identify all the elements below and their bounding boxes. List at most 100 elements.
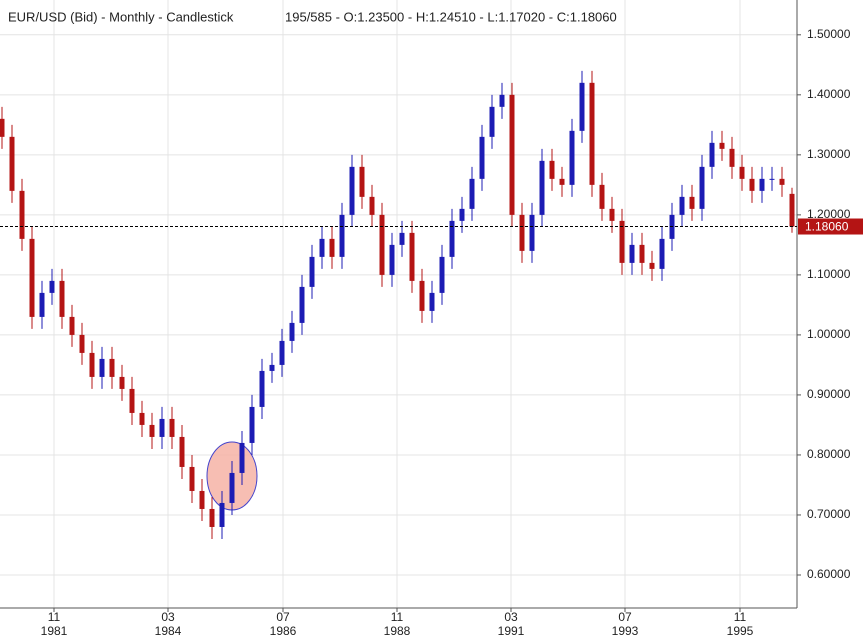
candle-body bbox=[339, 214, 345, 257]
x-tick-label: 11 bbox=[734, 610, 747, 624]
x-tick-label: 07 bbox=[618, 610, 632, 624]
candle-body bbox=[549, 160, 555, 179]
candle-body bbox=[169, 418, 175, 437]
candle-body bbox=[309, 256, 315, 287]
candle-body bbox=[29, 238, 35, 317]
candle-body bbox=[579, 82, 585, 131]
candle-body bbox=[359, 166, 365, 197]
candle-body bbox=[159, 418, 165, 437]
candle-body bbox=[99, 358, 105, 377]
candle-body bbox=[749, 178, 755, 191]
candle-body bbox=[0, 118, 5, 137]
candle-body bbox=[249, 406, 255, 443]
candle-body bbox=[659, 238, 665, 269]
candle-body bbox=[369, 196, 375, 215]
candle-body bbox=[399, 232, 405, 245]
candle-body bbox=[789, 193, 795, 227]
candle-body bbox=[209, 508, 215, 527]
y-tick-label: 1.40000 bbox=[807, 87, 851, 101]
candle-body bbox=[649, 262, 655, 269]
candle-body bbox=[269, 364, 275, 371]
candle-body bbox=[529, 214, 535, 251]
candle-body bbox=[709, 142, 715, 167]
candle-body bbox=[639, 244, 645, 263]
candle-body bbox=[389, 244, 395, 275]
candle-body bbox=[49, 280, 55, 293]
candle-body bbox=[139, 412, 145, 425]
candle-body bbox=[739, 166, 745, 179]
candle-body bbox=[19, 190, 25, 239]
candle-body bbox=[679, 196, 685, 215]
y-tick-label: 1.50000 bbox=[807, 27, 851, 41]
axes: 0.60000 0.70000 0.80000 0.90000 1.00000 1.100… bbox=[0, 27, 863, 638]
candle-body bbox=[619, 220, 625, 263]
chart-title: EUR/USD (Bid) - Monthly - Candlestick bbox=[8, 9, 234, 24]
candle-body bbox=[39, 292, 45, 317]
y-tick-label: 1.10000 bbox=[807, 267, 851, 281]
candle-body bbox=[449, 220, 455, 257]
candle-body bbox=[349, 166, 355, 215]
candle-body bbox=[539, 160, 545, 215]
y-tick-label: 0.80000 bbox=[807, 447, 851, 461]
x-tick-label: 03 bbox=[161, 610, 175, 624]
candle-body bbox=[469, 178, 475, 209]
grid bbox=[0, 0, 797, 608]
candle-body bbox=[589, 82, 595, 185]
candle-body bbox=[149, 424, 155, 437]
candles bbox=[0, 70, 795, 539]
y-tick-label: 0.70000 bbox=[807, 507, 851, 521]
candle-body bbox=[329, 238, 335, 257]
candle-body bbox=[59, 280, 65, 317]
candle-body bbox=[299, 286, 305, 323]
candle-body bbox=[479, 136, 485, 179]
x-tick-year: 1986 bbox=[270, 624, 297, 638]
candle-body bbox=[559, 178, 565, 185]
last-price-tag bbox=[798, 218, 863, 235]
candle-body bbox=[569, 130, 575, 185]
candle-body bbox=[119, 376, 125, 389]
candle-body bbox=[79, 334, 85, 353]
y-tick-label: 0.90000 bbox=[807, 387, 851, 401]
candle-body bbox=[779, 178, 785, 185]
candle-body bbox=[109, 358, 115, 377]
candle-body bbox=[129, 388, 135, 413]
x-tick-year: 1981 bbox=[41, 624, 68, 638]
candle-body bbox=[219, 502, 225, 527]
candle-body bbox=[419, 280, 425, 311]
y-tick-label: 1.30000 bbox=[807, 147, 851, 161]
x-tick-year: 1984 bbox=[155, 624, 182, 638]
candle-body bbox=[409, 232, 415, 281]
candle-body bbox=[319, 238, 325, 257]
candle-body bbox=[499, 94, 505, 107]
x-tick-year: 1991 bbox=[498, 624, 525, 638]
candle-body bbox=[769, 178, 775, 180]
y-tick-label: 1.00000 bbox=[807, 327, 851, 341]
candle-body bbox=[489, 106, 495, 137]
x-tick-label: 11 bbox=[48, 610, 61, 624]
last-price-label: 1.18060 bbox=[805, 220, 849, 234]
candle-body bbox=[239, 442, 245, 473]
candle-body bbox=[519, 214, 525, 251]
candle-body bbox=[429, 292, 435, 311]
candle-body bbox=[279, 340, 285, 365]
candle-body bbox=[629, 244, 635, 263]
x-tick-year: 1988 bbox=[384, 624, 411, 638]
candle-body bbox=[689, 196, 695, 209]
candle-body bbox=[259, 370, 265, 407]
candle-body bbox=[599, 184, 605, 209]
candle-body bbox=[179, 436, 185, 467]
candle-body bbox=[199, 490, 205, 509]
x-tick-label: 03 bbox=[504, 610, 518, 624]
candle-body bbox=[89, 352, 95, 377]
candle-body bbox=[9, 136, 15, 191]
candle-body bbox=[699, 166, 705, 209]
y-tick-label: 0.60000 bbox=[807, 567, 851, 581]
x-tick-label: 07 bbox=[276, 610, 290, 624]
x-tick-year: 1993 bbox=[612, 624, 639, 638]
candle-body bbox=[69, 316, 75, 335]
candle-body bbox=[189, 466, 195, 491]
candle-body bbox=[379, 214, 385, 275]
candle-body bbox=[509, 94, 515, 215]
